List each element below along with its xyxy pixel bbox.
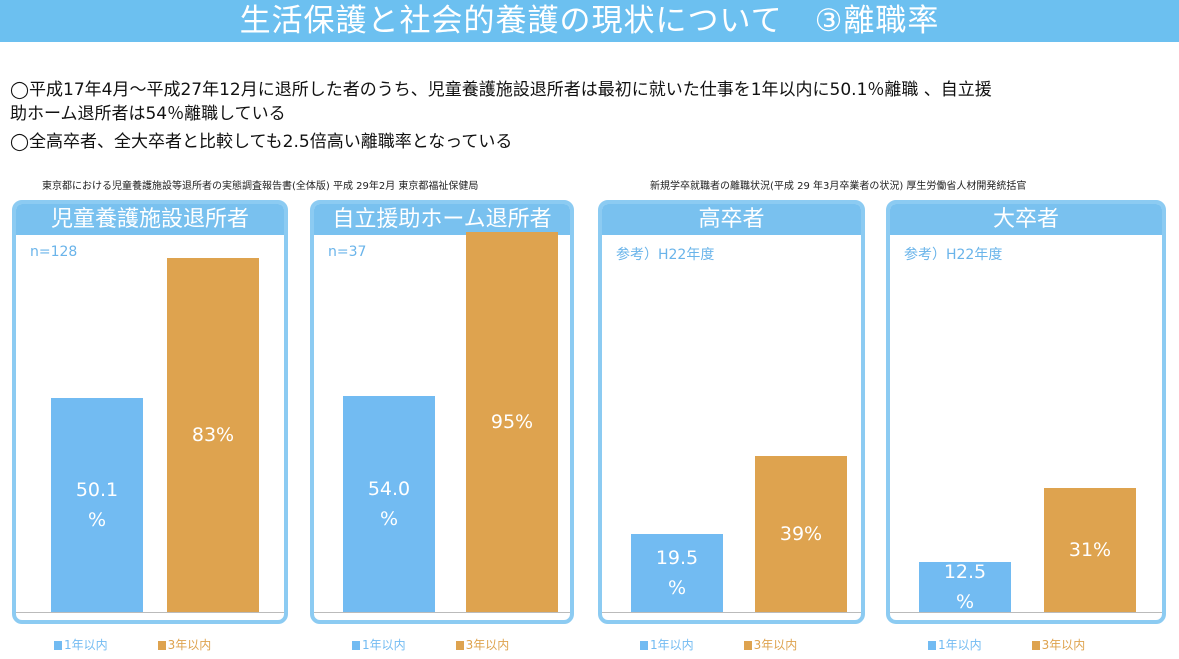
chart-note: 参考）H22年度 <box>616 247 715 263</box>
source-left: 東京都における児童養護施設等退所者の実態調査報告書(全体版) 平成 29年2月 … <box>42 181 479 192</box>
baseline <box>314 612 570 613</box>
intro-line-2: 助ホーム退所者は54％離職している <box>10 104 286 124</box>
chart-title: 高卒者 <box>602 204 861 235</box>
bar-3-years: 31% <box>1044 488 1136 612</box>
legend-label: 1年以内 <box>938 638 982 652</box>
legend: 1年以内 3年以内 <box>352 636 509 653</box>
legend-item-1-year: 1年以内 <box>640 636 694 653</box>
baseline <box>16 612 284 613</box>
legend-label: 1年以内 <box>650 638 694 652</box>
bar-1-year: 54.0 % <box>343 396 435 612</box>
legend-label: 3年以内 <box>465 638 510 652</box>
chart-panel: 児童養護施設退所者 n=128 50.1 % 83% <box>12 200 288 624</box>
chart-note: n=37 <box>328 244 367 260</box>
bar-3-years: 39% <box>755 456 847 612</box>
page-title: 生活保護と社会的養護の現状について ③離職率 <box>0 0 1179 42</box>
chart-panel: 高卒者 参考）H22年度 19.5 % 39% <box>598 200 865 624</box>
chart-title: 児童養護施設退所者 <box>16 204 284 235</box>
bar-3-years: 83% <box>167 257 259 612</box>
legend-item-3-years: 3年以内 <box>157 636 212 653</box>
bar-1-year: 12.5 % <box>919 561 1011 613</box>
legend-label: 3年以内 <box>1041 638 1086 652</box>
chart-title: 自立援助ホーム退所者 <box>314 204 570 235</box>
chart-panel: 自立援助ホーム退所者 n=37 54.0 % 95% <box>310 200 574 624</box>
chart-panel: 大卒者 参考）H22年度 12.5 % 31% <box>886 200 1166 624</box>
bar-3-years: 95% <box>466 232 558 612</box>
legend-label: 1年以内 <box>64 638 108 652</box>
bar-1-year: 19.5 % <box>631 534 723 612</box>
legend: 1年以内 3年以内 <box>54 636 211 653</box>
baseline <box>890 612 1162 613</box>
legend-item-3-years: 3年以内 <box>743 636 798 653</box>
source-right: 新規学卒就職者の離職状況(平成 29 年3月卒業者の状況) 厚生労働省人材開発統… <box>650 181 1027 192</box>
legend: 1年以内 3年以内 <box>928 636 1085 653</box>
chart-title: 大卒者 <box>890 204 1162 235</box>
legend-item-1-year: 1年以内 <box>54 636 108 653</box>
chart-note: n=128 <box>30 244 78 260</box>
legend-label: 1年以内 <box>362 638 406 652</box>
legend: 1年以内 3年以内 <box>640 636 797 653</box>
legend-item-3-years: 3年以内 <box>1031 636 1086 653</box>
legend-item-1-year: 1年以内 <box>928 636 982 653</box>
baseline <box>602 612 861 613</box>
legend-item-3-years: 3年以内 <box>455 636 510 653</box>
intro-line-1: ◯平成17年4月～平成27年12月に退所した者のうち、児童養護施設退所者は最初に… <box>10 80 992 100</box>
bar-1-year: 50.1 % <box>51 398 143 612</box>
legend-item-1-year: 1年以内 <box>352 636 406 653</box>
legend-label: 3年以内 <box>753 638 798 652</box>
intro-line-3: ◯全高卒者、全大卒者と比較しても2.5倍高い離職率となっている <box>10 132 513 152</box>
legend-label: 3年以内 <box>167 638 212 652</box>
chart-note: 参考）H22年度 <box>904 247 1003 263</box>
